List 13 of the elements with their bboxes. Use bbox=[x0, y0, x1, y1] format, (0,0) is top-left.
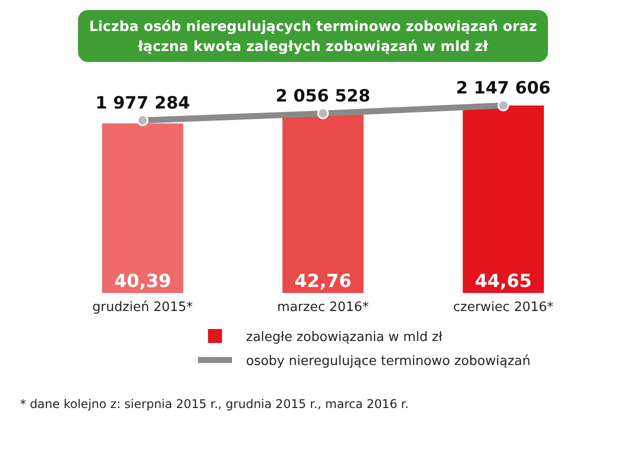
x-tick-label: grudzień 2015* bbox=[92, 300, 194, 315]
data-label: 1 977 284 bbox=[95, 93, 190, 114]
chart-title: Liczba osób nieregulujących terminowo zobowiązań oraz łączna kwota zaległych zobowiązań w mld zł bbox=[89, 19, 537, 55]
data-label: 42,76 bbox=[294, 271, 352, 292]
data-label: 2 056 528 bbox=[276, 86, 370, 106]
text: * dane kolejno z: sierpnia 2015 r., grudnia 2015 r., marca 2016 r. bbox=[20, 397, 409, 411]
data-label: 40,39 bbox=[114, 271, 172, 292]
legend-label: osoby nieregulujące terminowo zobowiązań bbox=[246, 354, 530, 369]
data-label: 44,65 bbox=[474, 271, 532, 292]
x-tick-label: czerwiec 2016* bbox=[453, 300, 554, 315]
data-label: 2 147 606 bbox=[456, 78, 551, 98]
x-tick-label: marzec 2016* bbox=[277, 300, 370, 315]
legend-label: zaległe zobowiązania w mld zł bbox=[246, 330, 443, 345]
